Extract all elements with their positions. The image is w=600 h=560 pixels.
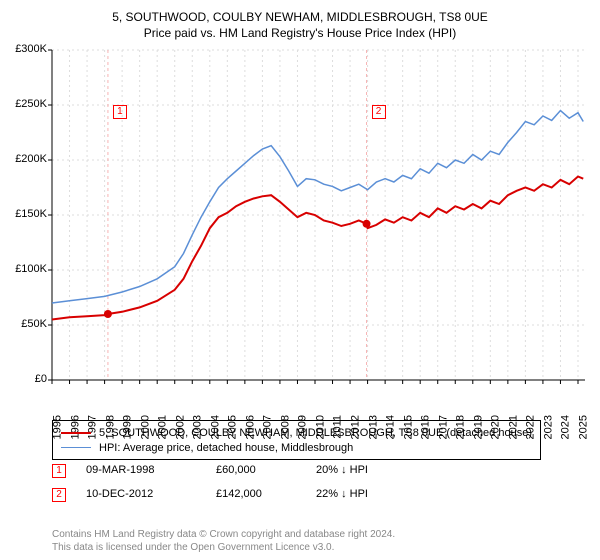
- transaction-date: 10-DEC-2012: [86, 488, 216, 500]
- transaction-row: 1 09-MAR-1998£60,00020% ↓ HPI: [52, 464, 368, 478]
- footer-line2: This data is licensed under the Open Gov…: [52, 541, 395, 554]
- transaction-marker-2: 2: [372, 105, 386, 119]
- legend-swatch: [61, 432, 91, 434]
- series-property: [52, 177, 583, 320]
- transaction-price: £60,000: [216, 464, 316, 476]
- chart-container: { "title_line1": "5, SOUTHWOOD, COULBY N…: [0, 0, 600, 560]
- transaction-marker-icon: 1: [52, 464, 66, 478]
- chart-footer: Contains HM Land Registry data © Crown c…: [52, 528, 395, 554]
- series-hpi: [52, 111, 583, 304]
- legend-label: HPI: Average price, detached house, Midd…: [99, 442, 353, 454]
- transaction-marker-icon: 2: [52, 488, 66, 502]
- chart-legend: 5, SOUTHWOOD, COULBY NEWHAM, MIDDLESBROU…: [52, 420, 541, 460]
- transaction-delta: 20% ↓ HPI: [316, 464, 368, 476]
- transaction-date: 09-MAR-1998: [86, 464, 216, 476]
- legend-item: HPI: Average price, detached house, Midd…: [61, 440, 532, 455]
- transaction-price: £142,000: [216, 488, 316, 500]
- legend-item: 5, SOUTHWOOD, COULBY NEWHAM, MIDDLESBROU…: [61, 425, 532, 440]
- footer-line1: Contains HM Land Registry data © Crown c…: [52, 528, 395, 541]
- legend-swatch: [61, 447, 91, 449]
- transaction-delta: 22% ↓ HPI: [316, 488, 368, 500]
- transaction-marker-1: 1: [113, 105, 127, 119]
- legend-label: 5, SOUTHWOOD, COULBY NEWHAM, MIDDLESBROU…: [99, 427, 532, 439]
- transaction-row: 2 10-DEC-2012£142,00022% ↓ HPI: [52, 488, 368, 502]
